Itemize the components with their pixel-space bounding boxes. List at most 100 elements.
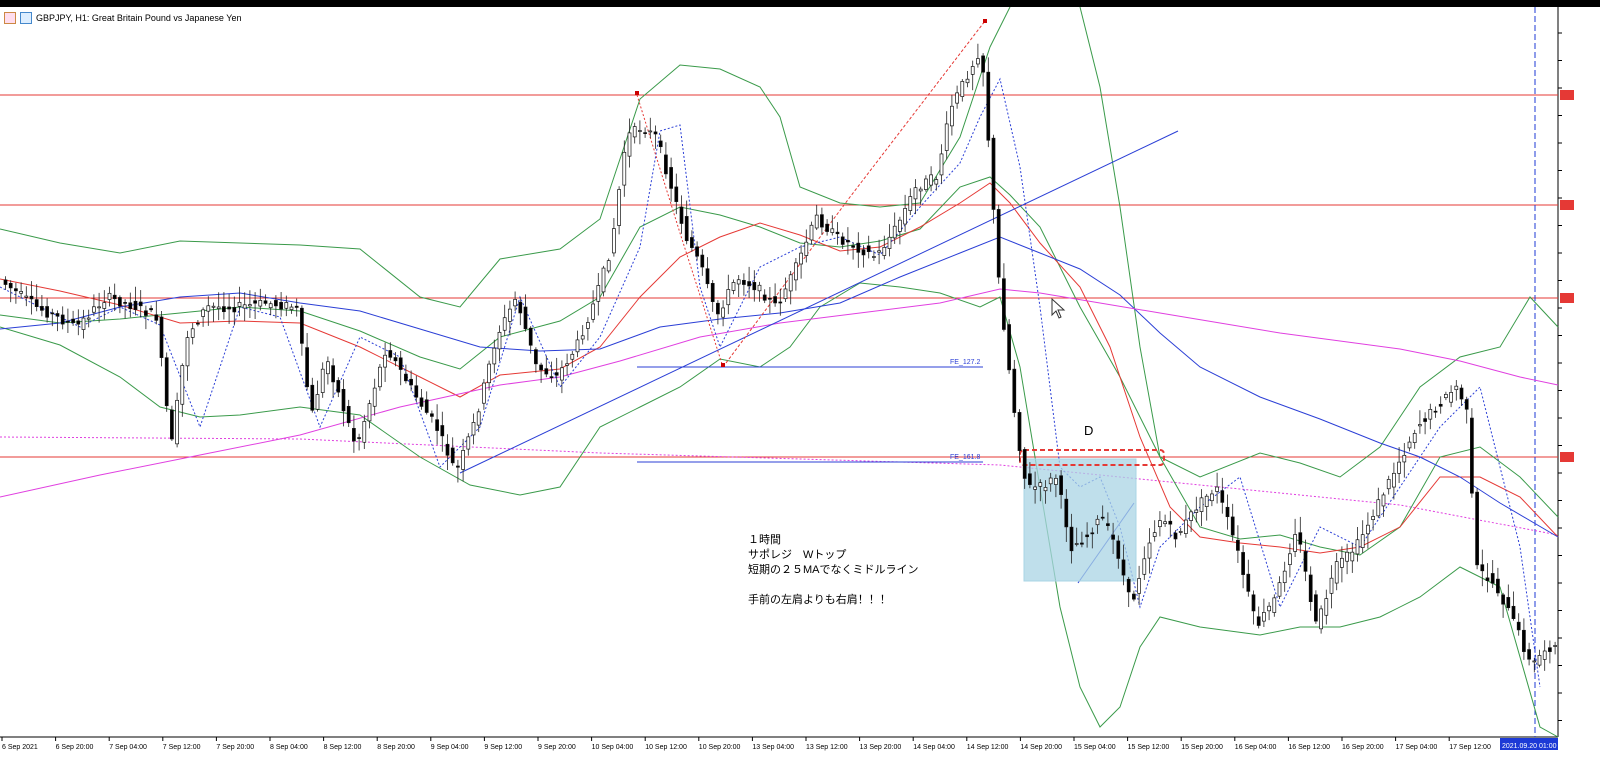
fibo-point-c [983,19,987,23]
candle-body [560,367,564,381]
note-line-3: 短期の２５MAでなくミドルライン [748,564,919,576]
price-chart[interactable]: FE_127.2 FE_161.8 D 6 Sep 2021 6 Sep 20:0… [0,7,1600,771]
candle-body [632,126,637,138]
candle-body [383,354,387,368]
candle-body [1298,532,1303,545]
candle-body [1002,278,1006,330]
fibo-leg-1 [636,94,724,368]
candle-body [1288,553,1292,565]
candle-body [164,357,169,407]
chart-area[interactable] [0,7,1600,771]
bollinger-lower [0,282,1559,738]
candle-body [71,318,75,323]
candle-body [742,279,746,285]
candle-body [591,303,595,320]
candle-body [1199,497,1204,512]
trendline[interactable] [459,130,1179,474]
candle-body [596,285,601,302]
resistance-highlight-box[interactable] [1019,449,1165,466]
candle-body [92,306,96,313]
candle-body [487,363,491,384]
candle-body [378,366,382,388]
price-tag-4 [1560,452,1574,462]
candle-body [263,300,268,304]
candle-body [565,363,569,366]
candle-body [289,306,294,310]
candle-body [274,300,278,307]
fibo-leg-2 [722,20,986,368]
ma-short [0,182,1559,554]
candle-body [1480,564,1485,572]
candle-body [1168,520,1173,525]
candle-body [814,214,819,229]
candle-body [248,304,252,307]
candle-body [1106,523,1110,527]
candle-body [1215,486,1219,492]
ma-long-dotted [0,436,1559,536]
candle-body [362,421,367,443]
candle-body [1407,441,1412,449]
price-tag-2 [1560,200,1574,210]
time-label: 6 Sep 2021 [2,744,38,751]
candle-body [679,206,684,224]
candle-body [570,353,575,360]
candle-body [55,313,60,317]
price-scale [1558,7,1600,771]
time-label: 15 Sep 04:00 [1074,744,1116,751]
candle-body [768,297,772,300]
candle-body [1360,534,1365,548]
time-axis: 6 Sep 2021 6 Sep 20:00 7 Sep 04:00 7 Sep 12… [1,737,1491,751]
candle-body [986,71,991,141]
candle-body [149,308,153,311]
candle-body [1282,570,1287,584]
candle-body [804,241,809,256]
candle-body [388,350,393,358]
candle-body [778,301,783,304]
time-label: 7 Sep 12:00 [163,744,201,751]
candle-body [1464,399,1469,410]
candle-body [336,380,341,393]
candle-body [1100,516,1105,519]
candle-body [1340,557,1344,568]
candle-body [331,365,335,383]
candle-body [118,297,122,307]
candle-body [1090,532,1095,535]
analysis-note: １時間 サポレジ Wトップ 短期の２５MAでなくミドルライン 手前の左肩よりも右… [748,533,919,608]
candle-body [1444,393,1448,399]
candle-body [414,385,419,398]
candle-body [518,301,523,314]
candle-body [1470,417,1474,494]
candle-body [133,300,138,311]
candle-body [513,299,517,307]
sr-lines [0,90,1574,462]
candle-body [1329,577,1334,594]
candle-body [882,247,887,256]
zone-rectangle[interactable] [1023,458,1137,582]
candle-body [1537,655,1542,666]
candle-body [1142,558,1147,575]
candle-body [669,167,673,189]
candle-body [310,384,315,411]
time-label: 9 Sep 04:00 [431,744,469,751]
candle-body [456,465,460,468]
candle-body [887,236,892,249]
note-line-4 [748,578,919,593]
candle-body [430,413,434,417]
candle-body [1397,461,1401,474]
candle-body [268,303,273,309]
time-label: 7 Sep 04:00 [109,744,147,751]
candle-body [19,291,23,294]
candle-body [1475,491,1479,566]
candle-body [1511,605,1516,619]
candle-body [830,228,835,233]
candle-body [1548,647,1552,652]
candle-body [918,188,923,192]
candle-body [1527,649,1531,660]
candle-body [1147,542,1152,559]
candle-body [508,308,512,322]
ma-mid [0,236,1559,538]
candle-body [903,208,907,225]
candle-body [586,322,590,329]
candle-body [1059,475,1063,495]
